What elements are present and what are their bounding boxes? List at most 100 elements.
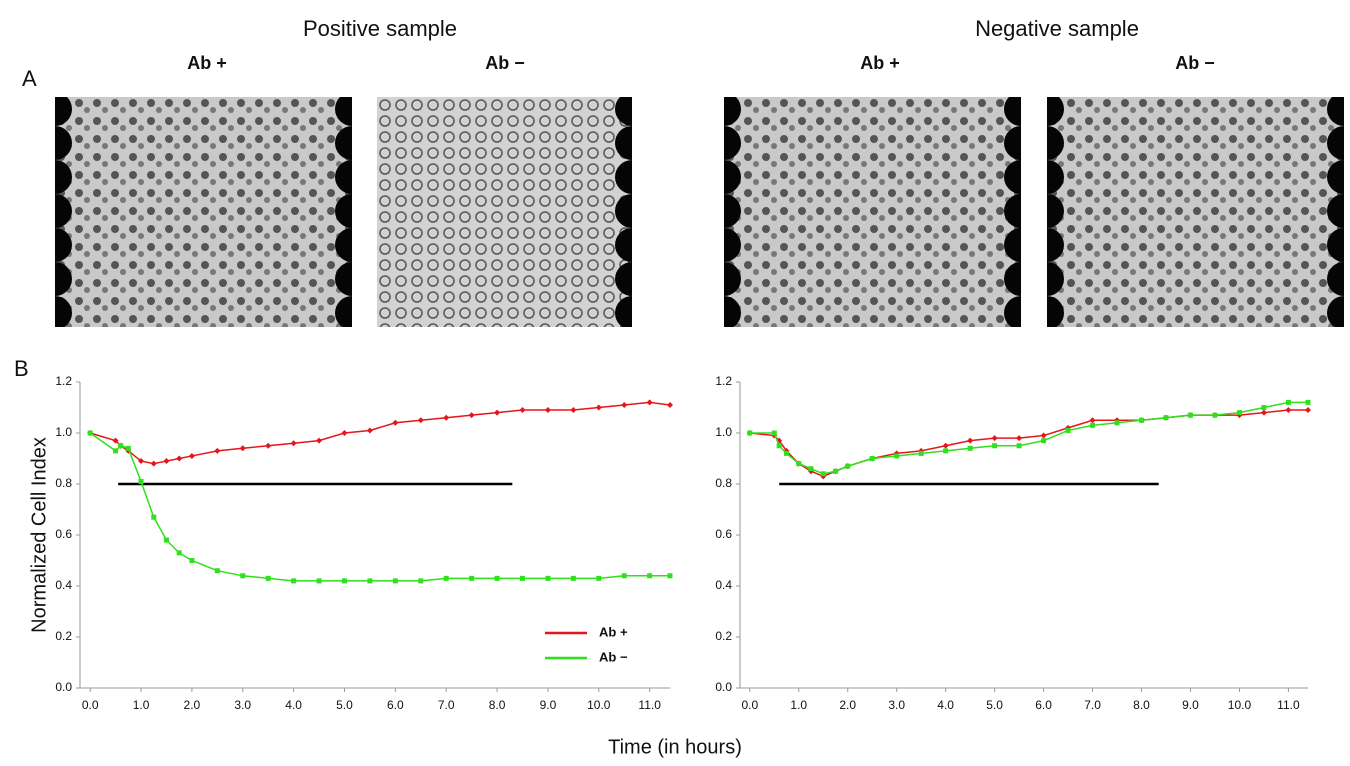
marker: [1261, 405, 1267, 410]
series-line: [89, 432, 670, 582]
marker: [367, 578, 373, 584]
y-tick-label: 0.8: [55, 476, 72, 490]
marker: [544, 407, 551, 414]
marker: [771, 430, 777, 436]
marker: [1285, 407, 1292, 414]
x-axis-label: Time (in hours): [608, 736, 742, 758]
x-tick-label: 5.0: [336, 698, 353, 712]
marker: [418, 578, 424, 584]
marker: [87, 430, 93, 436]
marker: [747, 430, 753, 436]
marker: [469, 575, 475, 581]
marker: [942, 442, 949, 449]
marker: [894, 453, 900, 459]
marker: [667, 573, 673, 579]
marker: [832, 468, 838, 474]
x-tick-label: 3.0: [888, 698, 905, 712]
marker: [784, 450, 790, 456]
marker: [1065, 427, 1071, 433]
marker: [1163, 415, 1169, 421]
marker: [1187, 412, 1193, 418]
marker: [176, 550, 182, 556]
marker: [1114, 420, 1120, 426]
legend-label: Ab +: [599, 624, 628, 639]
micrograph: [377, 92, 649, 330]
x-tick-label: 10.0: [1228, 698, 1252, 712]
legend-label: Ab −: [599, 649, 628, 664]
image-label: Ab +: [187, 53, 227, 73]
x-tick-label: 0.0: [82, 698, 99, 712]
y-tick-label: 1.0: [55, 425, 72, 439]
x-tick-label: 4.0: [285, 698, 302, 712]
y-tick-label: 0.6: [55, 527, 72, 541]
marker: [494, 575, 500, 581]
marker: [1041, 438, 1047, 444]
marker: [1139, 417, 1145, 423]
micrograph: [707, 92, 1038, 330]
x-tick-label: 8.0: [489, 698, 506, 712]
y-tick-label: 0.8: [715, 476, 732, 490]
marker: [596, 575, 602, 581]
marker: [150, 460, 157, 467]
image-label: Ab −: [1175, 53, 1215, 73]
marker: [992, 443, 998, 449]
marker: [520, 575, 525, 581]
marker: [163, 537, 169, 543]
marker: [214, 447, 221, 454]
marker: [820, 471, 826, 477]
y-tick-label: 0.4: [715, 578, 732, 592]
marker: [845, 463, 851, 469]
panel-title: Positive sample: [303, 16, 457, 41]
marker: [366, 427, 373, 434]
marker: [214, 568, 220, 574]
x-tick-label: 3.0: [234, 698, 251, 712]
y-tick-label: 1.0: [715, 425, 732, 439]
marker: [341, 578, 347, 584]
marker: [967, 437, 974, 444]
y-tick-label: 0.0: [55, 680, 72, 694]
marker: [1016, 435, 1023, 442]
micrograph: [1030, 92, 1350, 330]
marker: [595, 404, 602, 411]
series-line: [89, 401, 671, 465]
marker: [417, 417, 424, 424]
panel-title: Negative sample: [975, 16, 1139, 41]
y-axis-label: Normalized Cell Index: [28, 437, 50, 633]
marker: [967, 445, 973, 451]
marker: [1016, 443, 1022, 449]
marker: [519, 407, 526, 414]
marker: [163, 458, 170, 465]
x-tick-label: 7.0: [438, 698, 455, 712]
x-tick-label: 10.0: [587, 698, 611, 712]
marker: [240, 573, 246, 579]
marker: [494, 409, 501, 416]
marker: [443, 575, 449, 581]
y-tick-label: 0.2: [715, 629, 732, 643]
marker: [1285, 399, 1291, 405]
y-tick-label: 0.0: [715, 680, 732, 694]
x-tick-label: 9.0: [540, 698, 557, 712]
marker: [189, 558, 195, 563]
x-tick-label: 1.0: [133, 698, 150, 712]
x-tick-label: 4.0: [937, 698, 954, 712]
marker: [290, 440, 297, 447]
marker: [570, 575, 576, 581]
marker: [265, 442, 272, 449]
marker: [392, 578, 398, 584]
marker: [443, 414, 450, 421]
y-tick-label: 0.2: [55, 629, 72, 643]
marker: [808, 466, 814, 472]
x-tick-label: 7.0: [1084, 698, 1101, 712]
marker: [570, 407, 577, 414]
x-tick-label: 1.0: [790, 698, 807, 712]
x-tick-label: 6.0: [387, 698, 404, 712]
marker: [646, 399, 653, 406]
marker: [468, 412, 475, 419]
micrograph: [38, 92, 1350, 330]
y-tick-label: 0.6: [715, 527, 732, 541]
panel-letter: A: [22, 66, 37, 91]
marker: [176, 455, 183, 462]
marker: [239, 445, 246, 452]
x-tick-label: 2.0: [184, 698, 201, 712]
